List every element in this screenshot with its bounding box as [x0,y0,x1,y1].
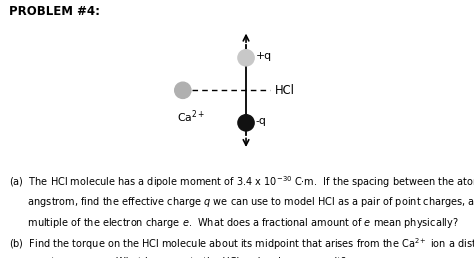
Text: PROBLEM #4:: PROBLEM #4: [9,5,100,18]
Text: (a)  The HCl molecule has a dipole moment of 3.4 x 10$^{-30}$ C$\cdot$m.  If the: (a) The HCl molecule has a dipole moment… [9,174,474,190]
Circle shape [238,50,254,66]
Text: -q: -q [256,116,267,126]
Text: (b)  Find the torque on the HCl molecule about its midpoint that arises from the: (b) Find the torque on the HCl molecule … [9,236,474,252]
Text: angstroms away.  What happens to the HCl molecule as a result?: angstroms away. What happens to the HCl … [9,257,346,258]
Text: multiple of the electron charge $e$.  What does a fractional amount of $e$ mean : multiple of the electron charge $e$. Wha… [9,216,459,230]
Text: +q: +q [256,51,272,61]
Circle shape [175,82,191,99]
Circle shape [238,115,254,131]
Text: Ca$^{2+}$: Ca$^{2+}$ [177,108,206,125]
Text: angstrom, find the effective charge $q$ we can use to model HCl as a pair of poi: angstrom, find the effective charge $q$ … [9,195,474,209]
Text: HCl: HCl [275,84,295,97]
